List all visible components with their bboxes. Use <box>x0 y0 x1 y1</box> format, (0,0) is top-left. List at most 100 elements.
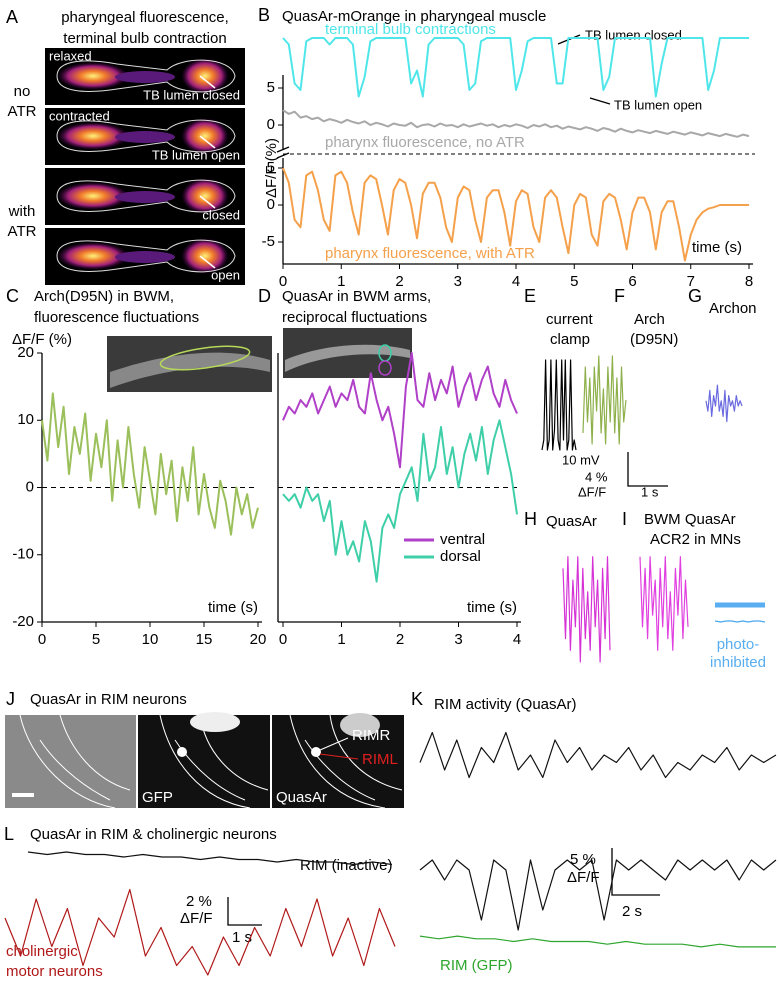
x-tick-label: 20 <box>250 631 267 648</box>
pointer <box>319 737 359 760</box>
trace <box>282 352 518 469</box>
scale-label: ΔF/F <box>578 484 606 499</box>
arrows <box>199 75 216 269</box>
panel-title: terminal bulb contraction <box>63 30 226 47</box>
panel-title: QuasAr in BWM arms, <box>282 288 431 305</box>
trace <box>27 851 393 866</box>
panel-letter: L <box>4 824 14 844</box>
image <box>110 352 270 388</box>
x-tick-label: 7 <box>687 273 695 290</box>
panel-title: current <box>546 311 594 328</box>
annotation: TB lumen open <box>614 97 702 112</box>
row-label: ATR <box>8 223 37 240</box>
x-axis-label: time (s) <box>208 599 258 616</box>
image <box>5 715 136 808</box>
scale-bar <box>227 897 262 926</box>
legend-label: dorsal <box>440 548 481 565</box>
panel-letter: F <box>614 286 625 306</box>
y-tick-label: 0 <box>267 116 275 133</box>
neuron <box>177 747 187 757</box>
image <box>190 712 240 732</box>
y-tick-label: 5 <box>267 159 275 176</box>
legend-label: ventral <box>440 531 485 548</box>
scale-label: 4 % <box>585 469 608 484</box>
y-tick-label: 0 <box>267 196 275 213</box>
image <box>340 713 380 737</box>
x-axis-label: time (s) <box>467 599 517 616</box>
panel-title: RIM activity (QuasAr) <box>434 696 577 713</box>
image-label: closed <box>202 207 240 222</box>
x-tick-label: 1 <box>337 631 345 648</box>
x-tick-label: 0 <box>38 631 46 648</box>
x-tick-label: 0 <box>279 631 287 648</box>
panel-title: QuasAr-mOrange in pharyngeal muscle <box>282 8 546 25</box>
x-tick-label: 5 <box>92 631 100 648</box>
x-tick-label: 4 <box>513 631 521 648</box>
trace-label: cholinergic <box>6 943 78 960</box>
panel-title: reciprocal fluctuations <box>282 309 427 326</box>
arrows <box>557 34 611 105</box>
image-label: relaxed <box>49 48 92 63</box>
series-label: pharynx fluorescence, with ATR <box>325 245 535 262</box>
trace-label: motor neurons <box>6 963 103 980</box>
panel-title: ACR2 in MNs <box>650 531 741 548</box>
neuron <box>311 747 321 757</box>
panel-letter: K <box>411 689 423 709</box>
row-label: no <box>14 83 31 100</box>
trace <box>282 167 749 262</box>
x-tick-label: 15 <box>196 631 213 648</box>
roi <box>159 345 251 371</box>
trace <box>582 355 627 445</box>
panel-title: QuasAr in RIM & cholinergic neurons <box>30 826 277 843</box>
panel-letter: C <box>6 286 19 306</box>
y-tick-label: 20 <box>17 344 34 361</box>
panel-title: Arch <box>634 311 665 328</box>
panel-title: fluorescence fluctuations <box>34 309 199 326</box>
panel-letter: D <box>258 286 271 306</box>
series-label: pharynx fluorescence, no ATR <box>325 134 525 151</box>
x-tick-label: 1 <box>337 273 345 290</box>
scale-label: 10 mV <box>562 452 600 467</box>
panel-title: Archon <box>709 300 757 317</box>
trace <box>419 935 776 948</box>
trace <box>282 37 749 98</box>
note: inhibited <box>710 654 766 671</box>
panel-title: Arch(D95N) in BWM, <box>34 288 174 305</box>
scale-label: 2 s <box>622 903 642 920</box>
image-label: open <box>211 267 240 282</box>
x-tick-label: 2 <box>396 631 404 648</box>
panel-title: BWM QuasAr <box>644 511 736 528</box>
series-label: terminal bulb contractions <box>325 21 496 38</box>
row-label: with <box>8 203 36 220</box>
row-label: ATR <box>8 103 37 120</box>
panel-title: QuasAr in RIM neurons <box>30 691 187 708</box>
scale-label: 5 % <box>570 851 596 868</box>
y-tick-label: 0 <box>26 478 34 495</box>
y-tick-label: -20 <box>12 613 34 630</box>
note: photo- <box>717 636 760 653</box>
scale-bar <box>627 452 668 487</box>
trace <box>282 109 750 138</box>
x-tick-label: 0 <box>279 273 287 290</box>
trace <box>562 556 611 663</box>
trace-label: RIM (GFP) <box>440 957 513 974</box>
x-tick-label: 6 <box>628 273 636 290</box>
trace <box>419 731 777 779</box>
panel-title: QuasAr <box>546 513 597 530</box>
panel-letter: A <box>6 7 18 27</box>
panel-letter: J <box>6 689 15 709</box>
x-tick-label: 5 <box>570 273 578 290</box>
trace <box>4 888 396 976</box>
trace <box>282 419 518 583</box>
image-label: contracted <box>49 108 110 123</box>
trace <box>419 859 777 931</box>
image-label: RIMR <box>352 727 390 744</box>
annotation: TB lumen closed <box>585 27 682 42</box>
image-label: TB lumen open <box>152 147 240 162</box>
y-axis-label: ΔF/F (%) <box>12 331 72 348</box>
image-label: GFP <box>142 789 173 806</box>
y-tick-label: -10 <box>12 546 34 563</box>
trace <box>639 556 689 651</box>
panel-letter: G <box>688 286 702 306</box>
